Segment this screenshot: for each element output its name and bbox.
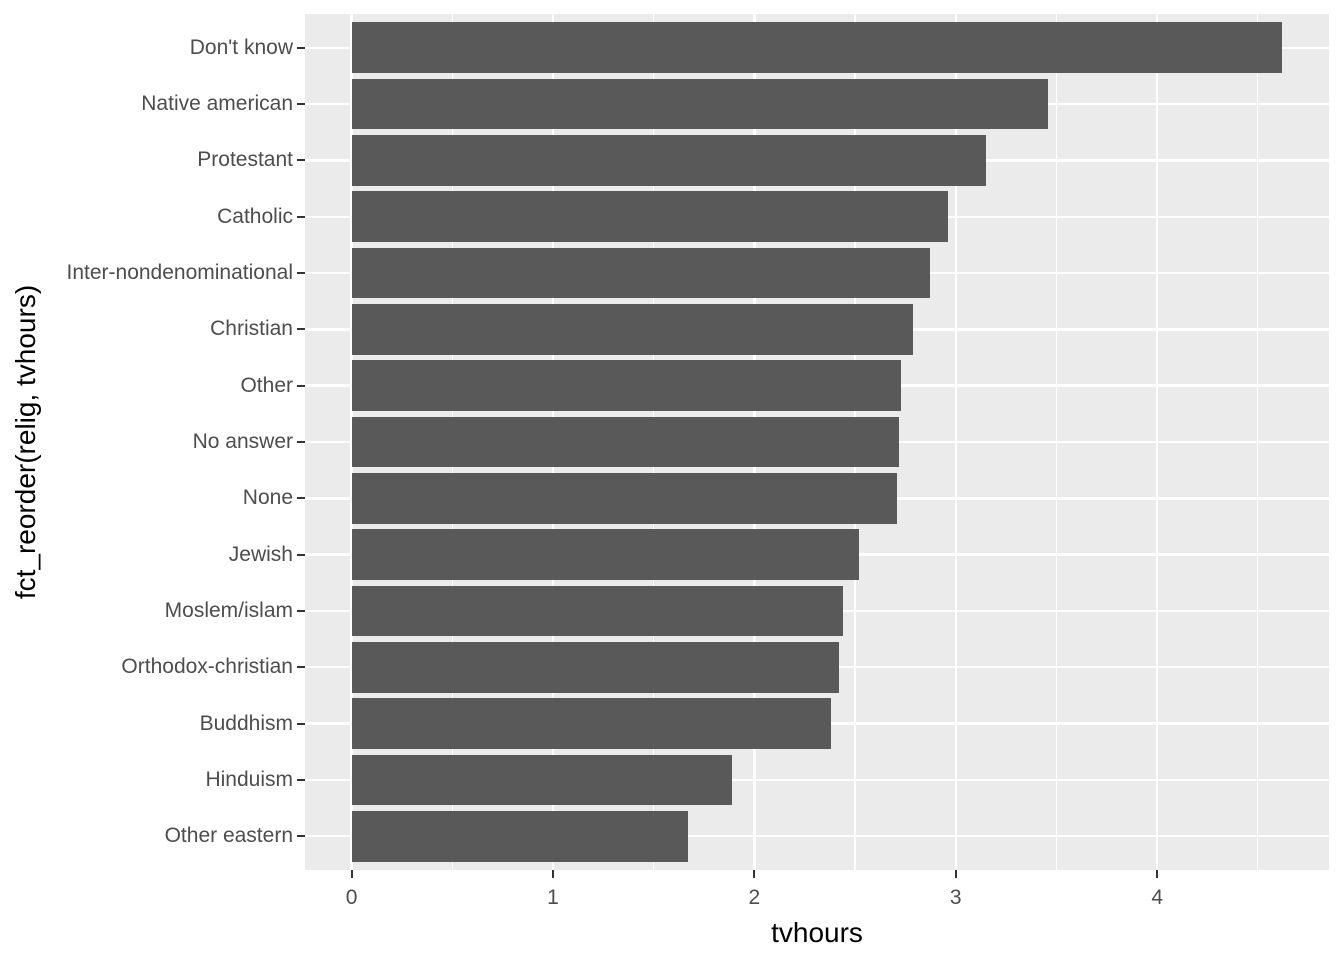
y-tick-label-no-answer: No answer bbox=[192, 430, 293, 453]
y-tick-label-orthodox-christian: Orthodox-christian bbox=[121, 655, 293, 679]
bar-don-t-know bbox=[351, 22, 1283, 74]
y-tick-mark bbox=[297, 328, 305, 331]
gridline-y-major bbox=[305, 778, 1329, 782]
y-tick-mark bbox=[297, 666, 305, 669]
y-tick-label-inter-nondenominational: Inter-nondenominational bbox=[66, 261, 294, 285]
y-tick-mark bbox=[297, 497, 305, 500]
y-tick-label-catholic: Catholic bbox=[217, 204, 293, 228]
x-tick-mark bbox=[350, 870, 353, 878]
y-tick-mark bbox=[297, 609, 305, 612]
x-tick-label: 3 bbox=[949, 886, 962, 909]
gridline-y-major bbox=[305, 835, 1329, 838]
bar-catholic bbox=[351, 191, 948, 243]
x-tick-label: 1 bbox=[547, 886, 559, 909]
y-tick-label-native-american: Native american bbox=[141, 92, 293, 116]
bar-native-american bbox=[351, 78, 1049, 130]
y-tick-mark bbox=[297, 384, 305, 387]
y-tick-mark bbox=[297, 778, 305, 781]
y-tick-label-buddhism: Buddhism bbox=[199, 711, 293, 735]
bar-none bbox=[351, 472, 898, 524]
x-tick-mark bbox=[954, 870, 957, 878]
y-tick-mark bbox=[297, 441, 305, 443]
x-tick-mark bbox=[1156, 870, 1159, 878]
bar-other-eastern bbox=[351, 810, 688, 862]
bar-jewish bbox=[351, 529, 860, 580]
y-tick-mark bbox=[297, 553, 305, 556]
y-tick-label-jewish: Jewish bbox=[228, 542, 293, 566]
y-tick-mark bbox=[297, 46, 305, 49]
y-tick-mark bbox=[297, 272, 305, 275]
x-tick-mark bbox=[753, 870, 756, 878]
y-tick-label-don-t-know: Don't know bbox=[189, 35, 293, 59]
bar-moslem-islam bbox=[351, 585, 843, 637]
chart-panel bbox=[305, 14, 1329, 870]
y-tick-label-other: Other bbox=[240, 373, 293, 397]
bar-inter-nondenominational bbox=[351, 247, 930, 299]
x-tick-label: 2 bbox=[748, 886, 761, 909]
x-tick-mark bbox=[551, 870, 554, 878]
y-tick-label-moslem-islam: Moslem/islam bbox=[164, 598, 293, 622]
bar-christian bbox=[351, 304, 914, 355]
bar-other bbox=[351, 360, 902, 411]
y-tick-label-other-eastern: Other eastern bbox=[164, 824, 293, 848]
y-tick-mark bbox=[297, 159, 305, 162]
bar-no-answer bbox=[351, 416, 900, 468]
bar-orthodox-christian bbox=[351, 641, 839, 693]
bar-protestant bbox=[351, 135, 986, 186]
y-tick-label-hinduism: Hinduism bbox=[205, 767, 293, 791]
y-tick-mark bbox=[297, 722, 305, 725]
x-tick-label: 4 bbox=[1151, 886, 1163, 909]
x-tick-label: 0 bbox=[345, 886, 358, 909]
x-axis-title: tvhours bbox=[771, 917, 863, 948]
y-tick-label-protestant: Protestant bbox=[197, 148, 293, 172]
y-tick-mark bbox=[297, 103, 305, 106]
y-axis-title: fct_reorder(relig, tvhours) bbox=[10, 284, 41, 600]
y-tick-mark bbox=[297, 215, 305, 218]
y-tick-mark bbox=[297, 835, 305, 838]
bar-buddhism bbox=[351, 698, 831, 749]
bar-hinduism bbox=[351, 754, 733, 806]
y-tick-label-none: None bbox=[242, 486, 293, 510]
y-tick-label-christian: Christian bbox=[210, 317, 293, 341]
